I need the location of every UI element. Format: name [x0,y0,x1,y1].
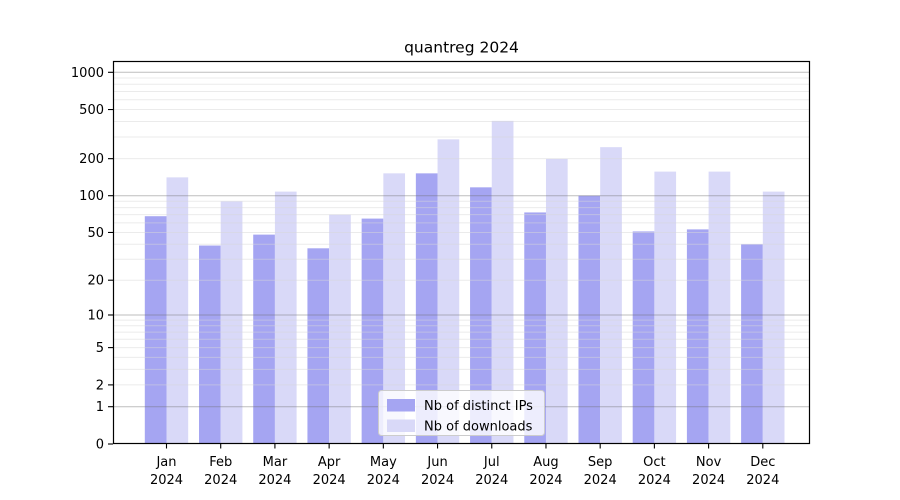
bar-downloads-nov [708,171,731,444]
y-tick-label-0: 0 [96,438,104,453]
bar-downloads-oct [654,171,677,444]
bar-distinct-ips-feb [199,245,221,444]
legend-swatch-distinct-ips [387,399,415,412]
x-tick-label-1: Feb 2024 [204,455,237,488]
grid-layer [113,71,810,408]
bar-distinct-ips-aug [524,212,546,444]
y-tick-label-10: 10 [87,308,104,323]
x-tick-label-11: Dec 2024 [746,455,779,488]
x-tick-label-0: Jan 2024 [150,455,183,488]
bar-downloads-jun [437,139,460,445]
x-tick-label-4: May 2024 [367,455,400,488]
axes-layer: 0 1 2 5 10 20 50 100 200 500 1000 Jan 2024 Feb 2024 Mar… [71,66,779,488]
legend-swatch-downloads [387,419,415,432]
y-tick-label-1000: 1000 [71,66,104,81]
bar-distinct-ips-apr [307,248,330,444]
bar-distinct-ips-oct [632,231,655,444]
chart-title: quantreg 2024 [404,39,519,57]
y-tick-label-50: 50 [87,226,104,241]
bar-downloads-dec [762,191,785,444]
x-tick-label-8: Sep 2024 [584,455,617,488]
bar-downloads-aug [545,158,568,445]
y-tick-label-100: 100 [79,189,104,204]
legend-label-distinct-ips: Nb of distinct IPs [424,399,533,414]
x-tick-label-5: Jun 2024 [421,455,454,488]
y-tick-label-200: 200 [79,152,104,167]
y-tick-label-5: 5 [96,341,104,356]
bar-distinct-ips-nov [686,229,709,444]
bar-downloads-feb [220,201,243,444]
x-tick-label-9: Oct 2024 [638,455,671,488]
x-tick-label-6: Jul 2024 [475,455,508,488]
legend-label-downloads: Nb of downloads [424,420,533,435]
bar-downloads-apr [329,214,351,444]
bars-layer [144,120,785,445]
x-tick-label-3: Apr 2024 [313,455,346,488]
bar-downloads-jan [166,177,189,444]
bar-downloads-mar [274,191,297,444]
x-tick-label-10: Nov 2024 [692,455,725,488]
bar-distinct-ips-jan [144,216,167,444]
x-tick-label-2: Mar 2024 [258,455,291,488]
x-tick-label-7: Aug 2024 [529,455,562,488]
bar-downloads-sep [600,147,622,444]
bar-downloads-may [383,173,406,444]
y-tick-label-2: 2 [96,378,104,393]
bar-distinct-ips-dec [741,244,763,444]
y-tick-label-20: 20 [87,274,104,289]
bar-distinct-ips-jun [415,173,438,444]
bar-distinct-ips-jul [470,187,492,444]
legend: Nb of distinct IPs Nb of downloads [378,390,545,436]
bar-distinct-ips-may [361,218,384,444]
y-tick-label-1: 1 [96,400,104,415]
y-tick-label-500: 500 [79,103,104,118]
plot-border [112,60,811,445]
legend-box [378,390,545,436]
